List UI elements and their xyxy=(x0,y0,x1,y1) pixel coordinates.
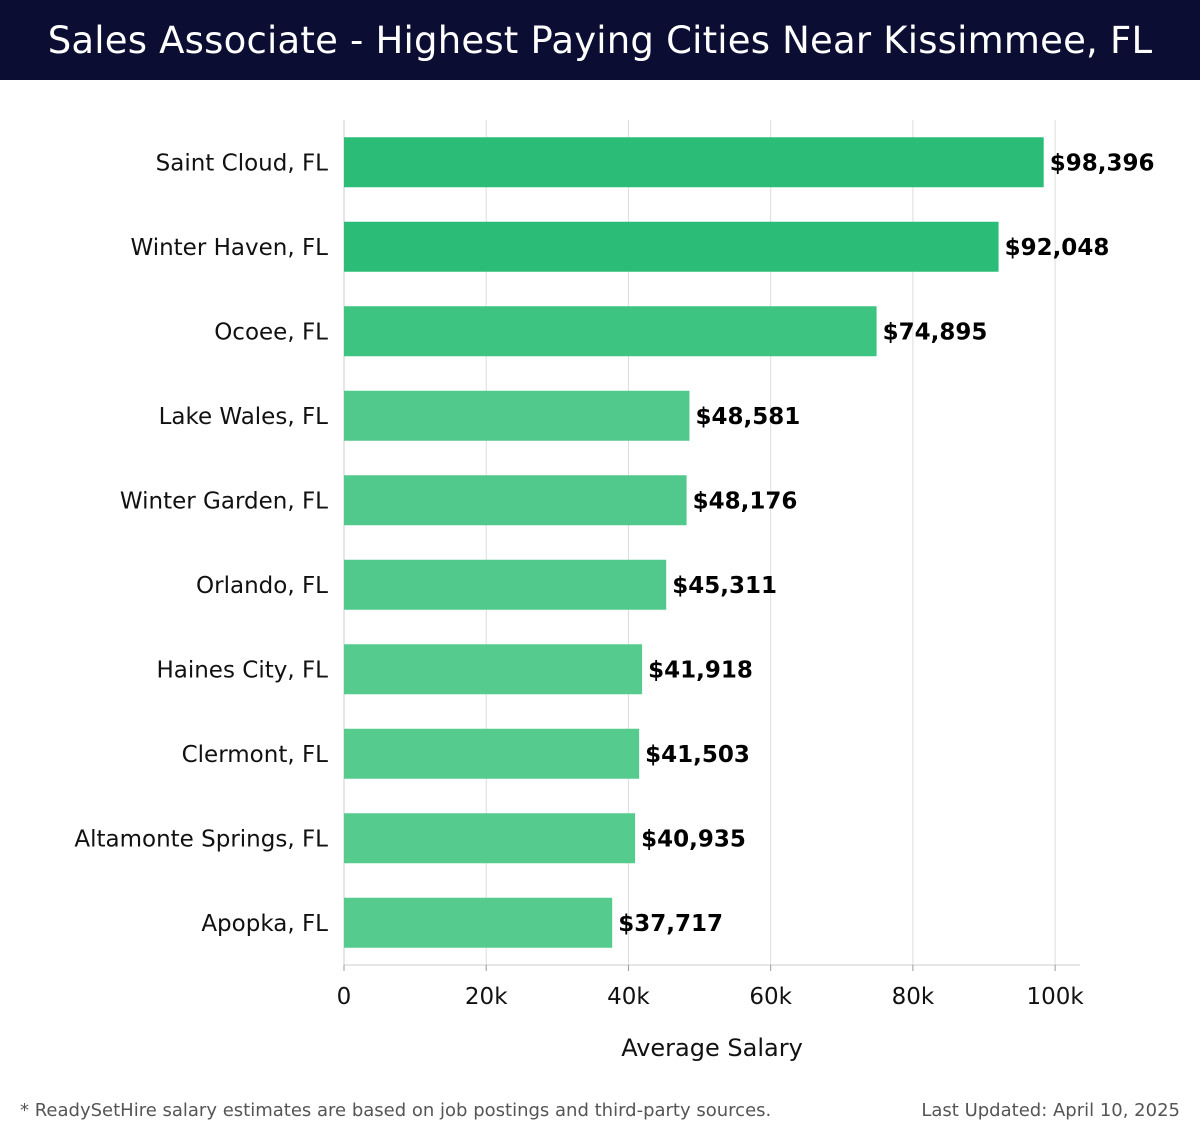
bar xyxy=(344,390,690,441)
category-label: Haines City, FL xyxy=(156,657,328,683)
value-label: $37,717 xyxy=(618,911,723,937)
category-label: Lake Wales, FL xyxy=(159,404,329,430)
bar xyxy=(344,897,613,948)
category-label: Ocoee, FL xyxy=(214,319,328,345)
bar xyxy=(344,306,877,357)
category-label: Altamonte Springs, FL xyxy=(74,826,328,852)
title-bar: Sales Associate - Highest Paying Cities … xyxy=(0,0,1200,80)
bar-chart: Saint Cloud, FL $98,396 Winter Haven, FL $9… xyxy=(74,120,1155,1062)
bar xyxy=(344,475,687,526)
x-tick-label: 80k xyxy=(892,984,935,1010)
x-tick-label: 0 xyxy=(337,984,352,1010)
value-label: $45,311 xyxy=(672,573,777,599)
page-title: Sales Associate - Highest Paying Cities … xyxy=(47,18,1153,62)
footnote: * ReadySetHire salary estimates are base… xyxy=(20,1100,772,1121)
bar xyxy=(344,221,999,272)
x-tick-label: 100k xyxy=(1026,984,1084,1010)
bar xyxy=(344,813,636,864)
category-label: Orlando, FL xyxy=(196,573,328,599)
category-label: Apopka, FL xyxy=(201,911,328,937)
value-label: $48,581 xyxy=(695,404,800,430)
x-axis-title: Average Salary xyxy=(621,1034,803,1062)
x-tick-label: 40k xyxy=(607,984,650,1010)
x-tick-label: 60k xyxy=(749,984,792,1010)
value-label: $92,048 xyxy=(1005,235,1110,261)
bar xyxy=(344,559,667,610)
bar xyxy=(344,644,643,695)
value-label: $74,895 xyxy=(883,319,988,345)
category-label: Winter Garden, FL xyxy=(120,488,328,514)
category-label: Winter Haven, FL xyxy=(130,235,328,261)
value-label: $48,176 xyxy=(693,488,798,514)
value-label: $98,396 xyxy=(1050,150,1155,176)
value-label: $41,918 xyxy=(648,657,753,683)
value-label: $41,503 xyxy=(645,742,750,768)
category-label: Clermont, FL xyxy=(182,742,329,768)
bar xyxy=(344,137,1044,188)
category-label: Saint Cloud, FL xyxy=(156,150,329,176)
x-tick-label: 20k xyxy=(465,984,508,1010)
value-label: $40,935 xyxy=(641,826,746,852)
last-updated: Last Updated: April 10, 2025 xyxy=(921,1100,1180,1121)
bar xyxy=(344,728,640,779)
